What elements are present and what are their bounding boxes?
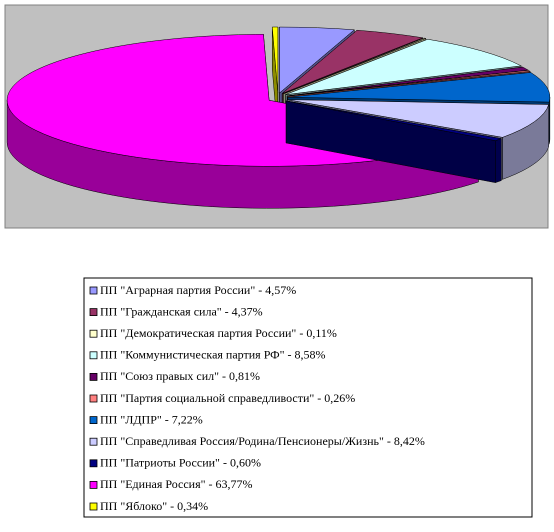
legend	[83, 277, 533, 518]
slice-top	[283, 37, 427, 95]
pie	[6, 26, 551, 209]
slice-top	[279, 26, 355, 94]
legend-swatch	[89, 329, 98, 338]
slice-top	[287, 72, 551, 103]
legend-swatch	[89, 480, 98, 489]
legend-label: ПП "Партия социальной справедливости" - …	[100, 391, 355, 405]
legend-label: ПП "Справедливая Россия/Родина/Пенсионер…	[100, 434, 425, 448]
slice-top	[281, 29, 424, 94]
legend-label: ПП "Патриоты России" - 0,60%	[100, 456, 261, 470]
slice-top	[287, 99, 550, 138]
legend-label: ПП "Яблоко" - 0,34%	[100, 499, 208, 513]
legend-label: ПП "Аграрная партия России" - 4,57%	[100, 283, 296, 297]
legend-label: ПП "ЛДПР" - 7,22%	[100, 412, 203, 426]
legend-swatch	[89, 502, 98, 511]
slice-top	[287, 70, 531, 97]
legend-label: ПП "Коммунистическая партия РФ" - 8,58%	[100, 348, 326, 362]
slice-top	[286, 100, 503, 141]
legend-label: ПП "Гражданская сила" - 4,37%	[100, 304, 263, 318]
legend-label: ПП "Демократическая партия России" - 0,1…	[100, 326, 337, 340]
legend-swatch	[89, 308, 98, 317]
legend-swatch	[89, 351, 98, 360]
legend-swatch	[89, 459, 98, 468]
legend-swatch	[89, 437, 98, 446]
slice-top	[285, 39, 522, 95]
slice-wall	[495, 138, 502, 183]
slice-wall	[548, 97, 551, 145]
legend-swatch	[89, 416, 98, 425]
legend-label: ПП "Союз правых сил" - 0,81%	[100, 369, 260, 383]
legend-swatch	[89, 286, 98, 295]
legend-swatch	[89, 372, 98, 381]
slice	[285, 100, 503, 183]
legend-items: ПП "Аграрная партия России" - 4,57% ПП "Г…	[89, 283, 425, 513]
legend-label: ПП "Единая Россия" - 63,77%	[100, 477, 253, 491]
slice-top	[271, 26, 279, 94]
legend-swatch	[89, 394, 98, 403]
